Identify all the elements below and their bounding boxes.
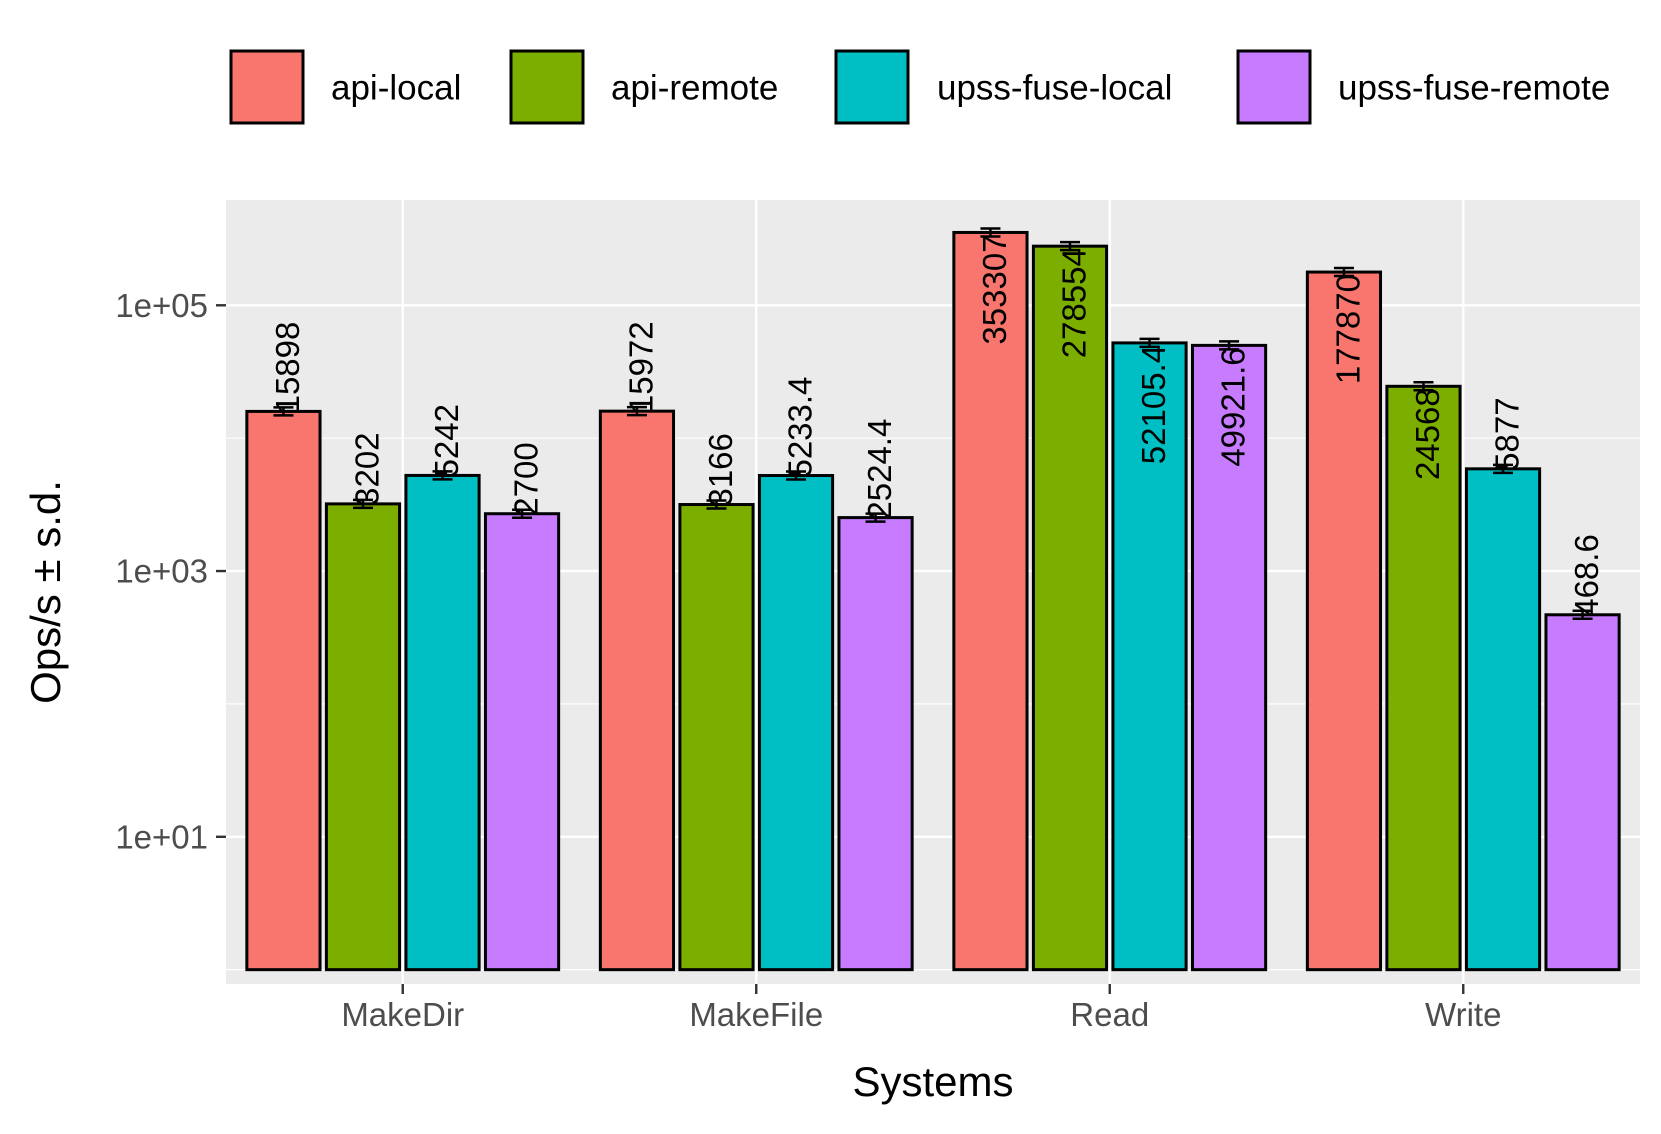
data-label-makedir-api-remote: 3202 — [348, 432, 385, 505]
legend-label-api-remote: api-remote — [611, 69, 778, 108]
y-tick-label: 1e+01 — [115, 818, 208, 855]
bar-makedir-upss-fuse-remote — [483, 512, 561, 972]
data-label-read-api-remote: 278554 — [1055, 248, 1092, 358]
bar-makedir-api-remote — [324, 502, 402, 972]
bar-write-api-remote — [1385, 384, 1462, 972]
bar-makefile-upss-fuse-local — [757, 474, 835, 972]
data-label-makedir-upss-fuse-remote: 2700 — [508, 442, 545, 515]
x-axis-title: Systems — [852, 1058, 1013, 1105]
legend-key-api-local — [229, 49, 305, 125]
bar-makedir-upss-fuse-local — [404, 473, 481, 972]
bar-makedir-api-local — [245, 409, 322, 972]
bar-write-upss-fuse-local — [1464, 467, 1542, 972]
bar-makefile-upss-fuse-remote — [837, 516, 914, 972]
y-axis: 1e+01 1e+03 1e+05 — [115, 287, 226, 855]
bar-read-api-remote — [1031, 244, 1109, 972]
legend: api-local api-remote upss-fuse-local upss-f… — [229, 49, 1610, 125]
legend-label-api-local: api-local — [331, 69, 461, 108]
data-label-makefile-upss-fuse-remote: 2524.4 — [861, 419, 898, 520]
bar-makefile-api-local — [598, 409, 676, 972]
data-label-write-api-local: 177870 — [1329, 274, 1366, 384]
data-label-makedir-api-local: 15898 — [269, 322, 306, 414]
legend-key-api-remote — [509, 49, 585, 125]
x-tick-label-makedir: MakeDir — [341, 996, 464, 1033]
bar-read-upss-fuse-remote — [1190, 343, 1268, 972]
data-label-read-upss-fuse-local: 52105.4 — [1135, 345, 1172, 464]
x-tick-label-makefile: MakeFile — [689, 996, 823, 1033]
bar-read-api-local — [952, 230, 1029, 972]
data-label-makefile-api-local: 15972 — [622, 321, 659, 413]
data-label-read-upss-fuse-remote: 49921.6 — [1215, 347, 1252, 466]
bar-write-upss-fuse-remote — [1544, 613, 1621, 972]
data-label-write-upss-fuse-remote: 468.6 — [1568, 534, 1605, 617]
data-label-makefile-upss-fuse-local: 5233.4 — [782, 377, 819, 478]
y-axis-title: Ops/s ± s.d. — [22, 480, 69, 704]
y-tick-label: 1e+05 — [115, 287, 208, 324]
x-tick-label-write: Write — [1425, 996, 1501, 1033]
data-label-read-api-local: 353307 — [976, 234, 1013, 344]
legend-key-upss-fuse-remote — [1236, 49, 1312, 125]
data-label-write-upss-fuse-local: 5877 — [1489, 397, 1526, 470]
x-axis: MakeDir MakeFile Read Write — [341, 984, 1501, 1033]
data-label-write-api-remote: 24568 — [1409, 388, 1446, 480]
legend-key-upss-fuse-local — [834, 49, 910, 125]
bars: 15898 3202 5242 2700 15972 3166 5233.4 2524.4 35… — [245, 227, 1621, 972]
y-tick-label: 1e+03 — [115, 553, 208, 590]
legend-label-upss-fuse-remote: upss-fuse-remote — [1338, 69, 1610, 108]
x-tick-label-read: Read — [1070, 996, 1149, 1033]
data-label-makedir-upss-fuse-local: 5242 — [428, 404, 465, 477]
bar-read-upss-fuse-local — [1111, 341, 1188, 972]
legend-label-upss-fuse-local: upss-fuse-local — [937, 69, 1172, 108]
data-label-makefile-api-remote: 3166 — [702, 433, 739, 506]
bar-makefile-api-remote — [678, 503, 755, 972]
